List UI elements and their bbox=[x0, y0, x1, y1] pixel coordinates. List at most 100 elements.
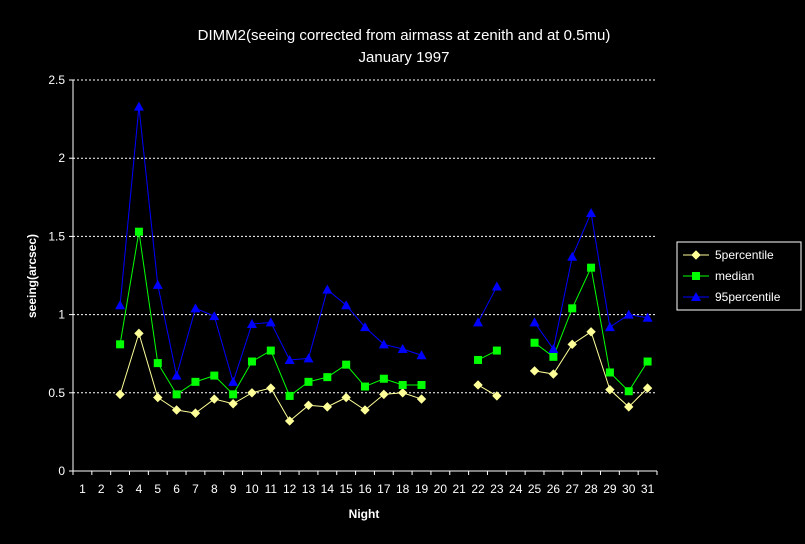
chart-subtitle: January 1997 bbox=[359, 49, 450, 66]
x-tick-label: 30 bbox=[622, 482, 636, 496]
data-point bbox=[229, 390, 238, 399]
data-point bbox=[567, 251, 578, 261]
data-point bbox=[210, 371, 219, 380]
data-point bbox=[586, 207, 597, 217]
y-tick-label: 1.5 bbox=[48, 229, 65, 243]
x-tick-label: 25 bbox=[528, 482, 542, 496]
data-point bbox=[303, 353, 314, 363]
y-tick-label: 1 bbox=[58, 308, 65, 322]
x-tick-label: 10 bbox=[245, 482, 259, 496]
data-point bbox=[529, 317, 540, 327]
data-point bbox=[265, 317, 276, 327]
data-point bbox=[116, 340, 125, 349]
data-point bbox=[416, 394, 427, 404]
data-point bbox=[247, 357, 256, 366]
x-tick-label: 5 bbox=[154, 482, 161, 496]
data-point bbox=[378, 339, 389, 349]
data-point bbox=[171, 405, 182, 415]
data-point bbox=[473, 380, 483, 390]
data-point bbox=[360, 322, 370, 332]
data-point bbox=[190, 408, 201, 418]
data-point bbox=[398, 380, 407, 389]
data-point bbox=[171, 370, 182, 380]
legend-marker bbox=[691, 292, 701, 301]
x-tick-label: 11 bbox=[265, 482, 278, 496]
x-tick-label: 28 bbox=[584, 482, 598, 496]
data-point bbox=[548, 344, 559, 354]
data-point bbox=[133, 101, 144, 111]
data-point bbox=[530, 338, 539, 347]
data-point bbox=[341, 392, 351, 403]
x-tick-label: 8 bbox=[211, 482, 218, 496]
x-tick-label: 27 bbox=[566, 482, 580, 496]
x-tick-label: 6 bbox=[173, 482, 180, 496]
data-point bbox=[190, 303, 201, 313]
data-point bbox=[642, 312, 653, 322]
y-axis-label: seeing(arcsec) bbox=[25, 234, 39, 318]
data-point bbox=[322, 284, 333, 294]
x-tick-label: 15 bbox=[339, 482, 353, 496]
data-point bbox=[191, 377, 200, 386]
x-tick-label: 12 bbox=[283, 482, 297, 496]
x-axis-label: Night bbox=[349, 507, 380, 521]
x-tick-label: 20 bbox=[434, 482, 448, 496]
legend-marker bbox=[692, 272, 700, 280]
x-tick-label: 1 bbox=[79, 482, 86, 496]
data-point bbox=[284, 354, 295, 364]
data-point bbox=[586, 327, 596, 337]
data-point bbox=[492, 391, 502, 401]
data-point bbox=[266, 346, 275, 355]
y-tick-label: 2.5 bbox=[48, 73, 65, 87]
data-point bbox=[416, 350, 427, 360]
x-tick-label: 19 bbox=[415, 482, 429, 496]
data-point bbox=[172, 390, 181, 399]
series-line bbox=[119, 106, 422, 384]
data-point bbox=[568, 304, 577, 313]
chart-title: DIMM2(seeing corrected from airmass at z… bbox=[198, 27, 611, 44]
data-point bbox=[303, 400, 314, 411]
x-tick-label: 14 bbox=[321, 482, 335, 496]
data-point bbox=[134, 227, 143, 236]
legend-label: 95percentile bbox=[715, 290, 781, 304]
x-tick-label: 24 bbox=[509, 482, 523, 496]
data-point bbox=[153, 359, 162, 368]
x-tick-label: 22 bbox=[471, 482, 485, 496]
data-point bbox=[529, 366, 540, 376]
data-point bbox=[548, 369, 559, 379]
x-tick-label: 29 bbox=[603, 482, 617, 496]
x-tick-label: 16 bbox=[358, 482, 372, 496]
data-point bbox=[492, 346, 501, 355]
data-point bbox=[322, 402, 333, 412]
series-line bbox=[477, 286, 498, 323]
data-point bbox=[153, 392, 163, 403]
data-point bbox=[285, 391, 294, 400]
data-point bbox=[623, 309, 634, 319]
x-tick-label: 23 bbox=[490, 482, 504, 496]
data-point bbox=[605, 368, 614, 377]
series-line bbox=[119, 331, 422, 422]
series-95percentile bbox=[115, 101, 653, 386]
data-point bbox=[266, 383, 276, 393]
x-tick-label: 21 bbox=[453, 482, 467, 496]
x-tick-label: 2 bbox=[98, 482, 105, 496]
x-tick-label: 18 bbox=[396, 482, 410, 496]
data-point bbox=[567, 339, 577, 350]
legend-label: median bbox=[715, 269, 754, 283]
series-median bbox=[116, 227, 652, 400]
series-line bbox=[119, 231, 422, 397]
data-point bbox=[642, 383, 653, 393]
x-tick-label: 31 bbox=[641, 482, 655, 496]
data-point bbox=[397, 388, 408, 398]
data-point bbox=[624, 387, 633, 396]
data-point bbox=[491, 281, 502, 291]
data-point bbox=[361, 382, 369, 391]
data-point bbox=[474, 355, 483, 364]
data-point bbox=[379, 374, 388, 383]
x-tick-label: 17 bbox=[377, 482, 391, 496]
plot-area: 00.511.522.51 2 3 4 5 6 7 8 9 10 11 12 13 14 15 16 17 18 1… bbox=[48, 73, 658, 496]
x-tick-label: 13 bbox=[302, 482, 316, 496]
x-tick-label: 3 bbox=[117, 482, 124, 496]
data-point bbox=[379, 389, 389, 400]
series-5percentile bbox=[115, 327, 653, 426]
